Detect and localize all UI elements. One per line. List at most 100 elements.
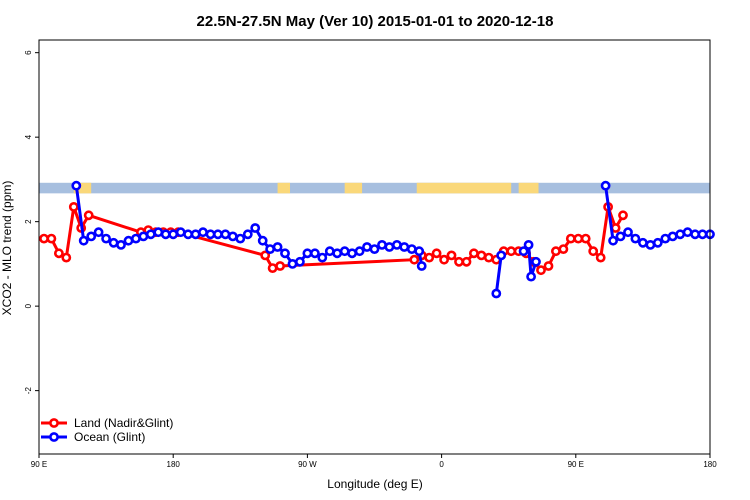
data-point — [536, 265, 546, 276]
data-point — [257, 235, 268, 246]
legend-label: Ocean (Glint) — [74, 430, 145, 444]
data-point — [272, 242, 283, 252]
legend-swatch-marker — [49, 432, 59, 442]
data-point — [145, 229, 156, 240]
data-point — [468, 248, 479, 259]
data-point — [608, 235, 618, 246]
data-point — [212, 229, 223, 240]
x-tick-label: 90 E — [31, 460, 47, 469]
data-point — [446, 250, 457, 261]
series-group — [39, 180, 715, 299]
data-point — [697, 229, 708, 240]
data-point — [409, 254, 420, 265]
legend-swatch-marker — [49, 418, 59, 428]
y-tick-label: 4 — [24, 134, 33, 139]
data-point — [416, 261, 427, 271]
y-tick-label: 2 — [24, 219, 33, 224]
data-point — [600, 180, 611, 191]
legend-item: Land (Nadir&Glint) — [41, 416, 173, 430]
data-point — [46, 233, 57, 244]
data-point — [61, 252, 72, 263]
data-point — [294, 256, 305, 267]
data-point — [526, 271, 536, 282]
data-point — [491, 288, 502, 299]
data-point — [332, 248, 343, 259]
legend-label: Land (Nadir&Glint) — [74, 416, 173, 430]
data-point — [265, 244, 275, 254]
data-point — [618, 210, 628, 221]
data-point — [496, 250, 507, 261]
data-point — [369, 244, 380, 254]
data-point — [116, 239, 126, 250]
data-point — [267, 263, 278, 273]
land-band-segment — [277, 182, 291, 194]
data-point — [580, 233, 591, 244]
series-line — [74, 185, 424, 267]
data-point — [682, 227, 693, 238]
data-point — [78, 235, 89, 246]
data-point — [588, 246, 599, 257]
data-point — [523, 239, 534, 250]
x-tick-label: 90 E — [568, 460, 584, 469]
y-axis-ticks: -2 0 2 4 6 — [24, 50, 39, 394]
data-point — [543, 261, 554, 271]
data-point — [101, 233, 111, 244]
data-point — [454, 256, 464, 267]
plot-frame — [38, 39, 711, 455]
land-band-segment — [416, 182, 512, 194]
data-point — [250, 223, 261, 233]
data-point — [531, 256, 541, 267]
data-point — [623, 227, 633, 238]
data-point — [83, 210, 94, 221]
data-point — [235, 233, 246, 244]
data-point — [160, 229, 171, 240]
x-tick-label: 90 W — [298, 460, 317, 469]
data-point — [280, 248, 290, 259]
data-point — [71, 180, 82, 191]
data-point — [414, 246, 425, 257]
data-point — [309, 248, 320, 259]
data-point — [130, 233, 141, 244]
data-point — [439, 254, 449, 265]
data-point — [317, 252, 328, 263]
data-point — [461, 256, 472, 267]
data-point — [630, 233, 641, 244]
x-tick-label: 180 — [703, 460, 717, 469]
data-point — [399, 242, 410, 252]
data-point — [93, 227, 104, 238]
data-point — [558, 244, 569, 254]
chart-title: 22.5N-27.5N May (Ver 10) 2015-01-01 to 2… — [197, 13, 554, 30]
data-point — [260, 250, 271, 261]
land-ocean-band — [39, 182, 710, 194]
data-point — [615, 231, 626, 242]
land-band-segment — [73, 182, 92, 194]
x-tick-label: 180 — [167, 460, 181, 469]
data-point — [347, 248, 357, 259]
series-land — [39, 201, 628, 276]
y-axis-label: XCO2 - MLO trend (ppm) — [0, 181, 14, 316]
data-point — [638, 237, 648, 248]
data-point — [86, 231, 97, 242]
ocean-band — [39, 182, 710, 194]
data-point — [518, 246, 529, 257]
land-band-segment — [344, 182, 363, 194]
data-point — [242, 229, 253, 240]
legend: Land (Nadir&Glint)Ocean (Glint) — [41, 416, 173, 444]
y-tick-label: -2 — [24, 387, 33, 395]
data-point — [384, 242, 395, 252]
data-point — [168, 229, 179, 240]
data-point — [302, 248, 313, 259]
data-point — [68, 201, 79, 212]
data-point — [667, 231, 678, 242]
series-ocean — [71, 180, 715, 299]
x-tick-label: 0 — [439, 460, 444, 469]
y-tick-label: 0 — [24, 303, 33, 308]
x-axis-label: Longitude (deg E) — [327, 477, 422, 491]
data-point — [595, 252, 606, 263]
data-point — [565, 233, 576, 244]
land-band-segment — [518, 182, 539, 194]
legend-item: Ocean (Glint) — [41, 430, 145, 444]
data-point — [431, 248, 442, 259]
data-point — [551, 246, 561, 257]
